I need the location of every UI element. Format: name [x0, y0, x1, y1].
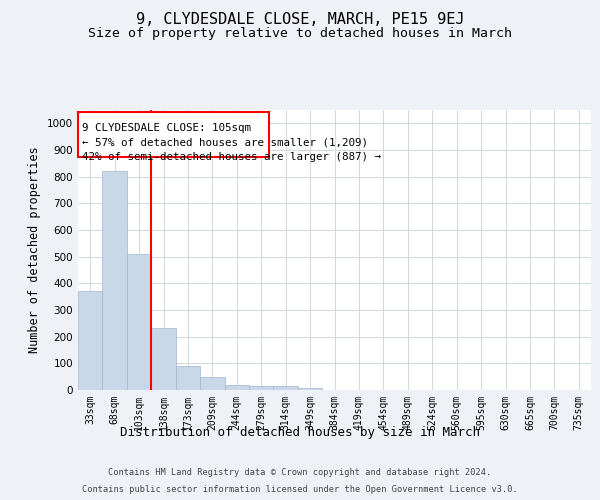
Text: Contains HM Land Registry data © Crown copyright and database right 2024.: Contains HM Land Registry data © Crown c…	[109, 468, 491, 477]
Text: 9, CLYDESDALE CLOSE, MARCH, PE15 9EJ: 9, CLYDESDALE CLOSE, MARCH, PE15 9EJ	[136, 12, 464, 28]
Bar	[127, 254, 151, 390]
Bar	[200, 376, 224, 390]
Bar	[176, 366, 200, 390]
FancyBboxPatch shape	[79, 112, 269, 156]
Text: ← 57% of detached houses are smaller (1,209)
42% of semi-detached houses are lar: ← 57% of detached houses are smaller (1,…	[82, 123, 381, 162]
Bar	[298, 388, 322, 390]
Y-axis label: Number of detached properties: Number of detached properties	[28, 146, 41, 354]
Bar	[103, 172, 127, 390]
Text: Distribution of detached houses by size in March: Distribution of detached houses by size …	[120, 426, 480, 439]
Bar	[78, 292, 103, 390]
Bar	[151, 328, 176, 390]
Bar	[274, 386, 298, 390]
Bar	[224, 384, 249, 390]
Text: 9 CLYDESDALE CLOSE: 105sqm: 9 CLYDESDALE CLOSE: 105sqm	[82, 123, 251, 133]
Text: Size of property relative to detached houses in March: Size of property relative to detached ho…	[88, 28, 512, 40]
Bar	[249, 386, 274, 390]
Text: Contains public sector information licensed under the Open Government Licence v3: Contains public sector information licen…	[82, 484, 518, 494]
